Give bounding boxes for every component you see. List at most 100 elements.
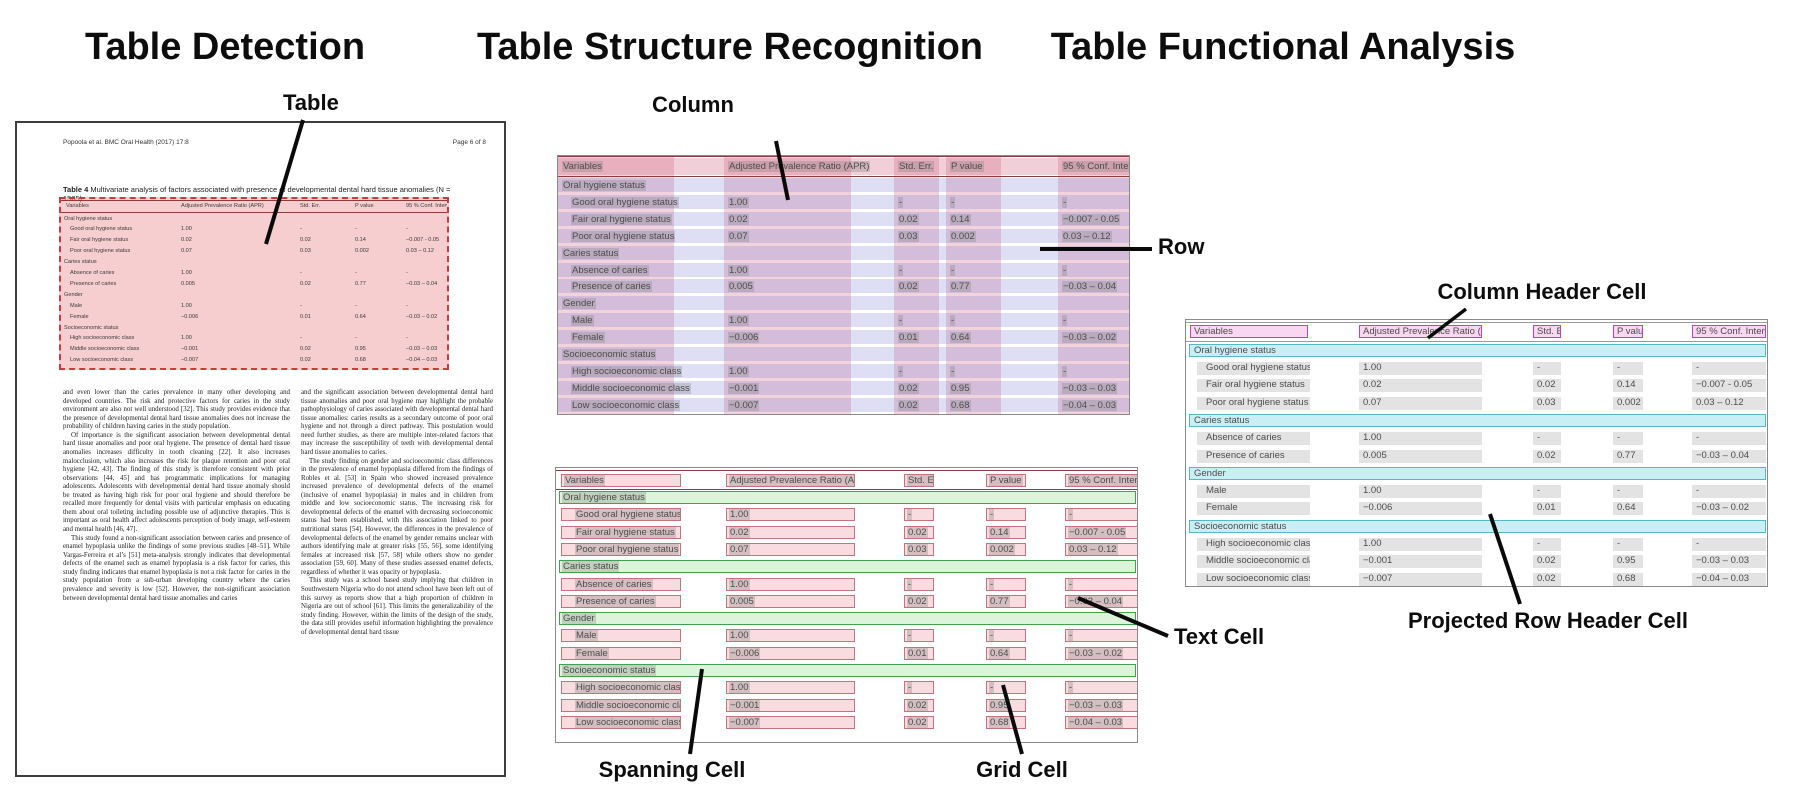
grid-cell-text: −0.007 [729, 716, 761, 728]
grid-cell: −0.03 – 0.02 [1065, 646, 1137, 660]
text-cell-text: 0.77 [1617, 449, 1636, 461]
doc-cell-value: 0.77 [355, 280, 366, 287]
text-cell: 0.02 [1533, 379, 1561, 393]
running-header-right: Page 6 of 8 [452, 139, 486, 146]
column-header-grid-cell-text: Adjusted Prevalence Ratio (APR) [729, 475, 854, 486]
cell-value: 0.02 [898, 213, 919, 226]
column-header-cell-text: P value [1617, 326, 1643, 337]
row-band [558, 380, 1129, 395]
cell-value-text: 0.95 [950, 382, 971, 394]
cell-value: −0.006 [728, 331, 760, 344]
text-cell: 0.02 [1533, 572, 1561, 586]
row-label-text: Gender [562, 298, 596, 310]
text-cell: −0.007 [1359, 572, 1482, 586]
text-cell-text: 0.02 [1537, 572, 1556, 584]
text-cell: Presence of caries [1197, 449, 1310, 463]
cell-value: 0.03 [898, 230, 919, 243]
cell-value: 0.64 [950, 331, 971, 344]
column-header-grid-cell: P value [986, 474, 1026, 487]
cell-value: - [1062, 264, 1068, 277]
doc-cell-value: - [300, 335, 302, 342]
text-cell-text: Poor oral hygiene status [1206, 396, 1309, 408]
doc-row-label: Middle socioeconomic class [70, 346, 140, 353]
grid-cell: - [1065, 629, 1137, 643]
cell-value-text: 0.77 [950, 281, 971, 293]
row-label: Caries status [562, 247, 620, 260]
cell-value-text: −0.03 – 0.02 [1062, 332, 1118, 344]
grid-cell: Middle socioeconomic class [561, 698, 681, 712]
grid-cell-text: 0.02 [907, 526, 928, 538]
text-cell-text: Presence of caries [1206, 449, 1285, 461]
doc-cell-value: 0.02 [300, 357, 311, 364]
row-label: Low socioeconomic class [571, 399, 681, 412]
grid-cell-text: - [907, 509, 913, 521]
doc-row-label: Socioeconomic status [64, 324, 119, 331]
grid-cell: 0.64 [986, 646, 1026, 660]
doc-row-label: Oral hygiene status [64, 215, 113, 222]
header-cell: Adjusted Prevalence Ratio (APR) [728, 160, 871, 173]
grid-cell-text: 0.02 [907, 699, 928, 711]
spanning-cell: Gender [559, 612, 1136, 626]
cell-value-text: 0.002 [950, 230, 976, 242]
text-cell: −0.04 – 0.03 [1692, 572, 1766, 586]
table-rule-under-header [558, 176, 1129, 178]
grid-cell: 1.00 [726, 681, 855, 695]
grid-cell: Good oral hygiene status [561, 508, 681, 522]
text-cell-text: 0.03 – 0.12 [1696, 396, 1744, 408]
doc-row-label: Male [70, 302, 83, 309]
doc-cell-value: 0.14 [355, 237, 366, 244]
table-rule-under-header [1186, 341, 1767, 342]
text-cell: 1.00 [1359, 537, 1482, 551]
grid-cell-text: - [989, 682, 995, 694]
text-cell-text: −0.001 [1363, 555, 1393, 567]
cell-value: 0.005 [728, 280, 754, 293]
cell-value: 0.14 [950, 213, 971, 226]
text-cell: −0.03 – 0.03 [1692, 555, 1766, 569]
grid-cell-text: - [1068, 630, 1074, 642]
doc-cell-value: −0.03 – 0.03 [406, 346, 438, 353]
row-label-text: Socioeconomic status [562, 349, 657, 360]
text-cell-text: 0.02 [1537, 555, 1556, 567]
doc-cell-value: −0.007 - 0.05 [406, 237, 440, 244]
cell-value: −0.03 – 0.03 [1062, 382, 1118, 395]
text-cell-text: - [1696, 484, 1700, 496]
doc-cell-value: 0.005 [181, 280, 195, 287]
cell-value: 1.00 [728, 196, 749, 209]
text-cell: 1.00 [1359, 432, 1482, 445]
grid-cell-text: Low socioeconomic class [575, 716, 680, 728]
cell-value: −0.001 [728, 382, 760, 395]
row-band [558, 211, 1129, 226]
doc-row-label: Good oral hygiene status [70, 226, 133, 233]
grid-cell-text: −0.03 – 0.04 [1068, 595, 1124, 607]
column-header-grid-cell-text: P value [989, 475, 1023, 486]
doc-header-cell: P value [355, 203, 374, 209]
cell-value: 1.00 [728, 264, 749, 277]
projected-row-header-cell-text: Caries status [1194, 415, 1250, 427]
doc-row-label: Gender [64, 291, 83, 298]
header-cell-text: Adjusted Prevalence Ratio (APR) [728, 161, 871, 172]
row-label-text: Middle socioeconomic class [571, 382, 691, 394]
text-cell-text: 1.00 [1363, 484, 1382, 496]
doc-cell-value: - [355, 270, 357, 276]
title-table-detection: Table Detection [84, 26, 366, 68]
text-cell-text: - [1696, 537, 1700, 549]
doc-row-label: Fair oral hygiene status [70, 237, 129, 244]
text-cell-text: −0.03 – 0.02 [1696, 502, 1750, 514]
cell-value: 0.95 [950, 382, 971, 395]
cell-value-text: - [950, 315, 956, 327]
text-cell-text: 0.07 [1363, 396, 1382, 408]
row-band [558, 262, 1129, 277]
cell-value-text: 0.02 [898, 399, 919, 411]
grid-cell-text: 0.03 [907, 543, 928, 555]
text-cell: - [1692, 361, 1766, 375]
grid-cell: - [1065, 577, 1137, 591]
header-cell-text: P value [950, 161, 984, 172]
text-cell: 0.005 [1359, 449, 1482, 463]
text-cell: High socioeconomic class [1197, 537, 1310, 551]
text-cell: - [1613, 361, 1643, 375]
text-cell-text: - [1617, 432, 1621, 443]
text-cell-text: −0.04 – 0.03 [1696, 572, 1750, 584]
cell-value-text: −0.03 – 0.03 [1062, 382, 1118, 394]
grid-cell-text: Good oral hygiene status [575, 509, 681, 521]
grid-cell: 0.002 [986, 542, 1026, 556]
